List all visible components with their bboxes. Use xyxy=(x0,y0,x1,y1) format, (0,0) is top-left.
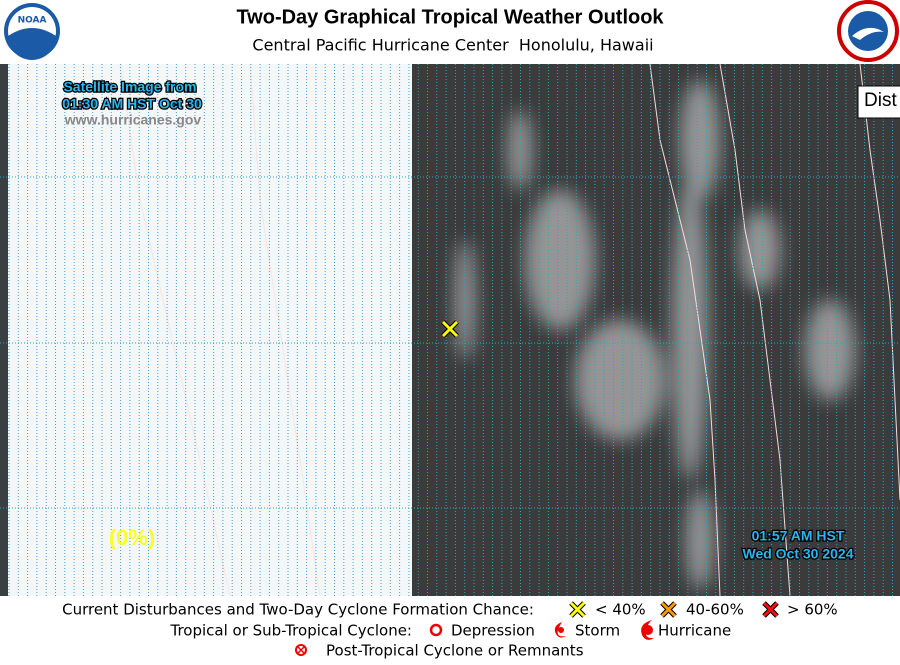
clouds xyxy=(455,80,855,590)
satellite-label: Satellite Image from xyxy=(63,79,196,95)
subtitle: Central Pacific Hurricane Center Honolul… xyxy=(252,36,653,55)
legend-text: Current Disturbances and Two-Day Cyclone… xyxy=(62,601,534,619)
noaa-logo-text: NOAA xyxy=(18,16,47,26)
legend-icon xyxy=(660,601,677,618)
legend-text: Depression xyxy=(451,622,535,640)
coastlines xyxy=(119,64,900,596)
legend-text: < 40% xyxy=(595,601,646,619)
no-data-area xyxy=(0,64,412,596)
label-box-text: Dist xyxy=(864,90,897,111)
legend-icon xyxy=(641,620,654,640)
title: Two-Day Graphical Tropical Weather Outlo… xyxy=(236,6,664,28)
legend-text: 40-60% xyxy=(686,601,744,619)
legend-text: Post-Tropical Cyclone or Remnants xyxy=(326,642,584,660)
legend-icon xyxy=(429,623,443,637)
timestamp: Wed Oct 30 2024 xyxy=(742,546,853,562)
legend-text: Storm xyxy=(575,622,620,640)
grid xyxy=(0,64,900,596)
nws-logo xyxy=(837,0,899,62)
noaa-logo: NOAA xyxy=(4,3,60,60)
legend-icon xyxy=(762,601,779,618)
timestamp: 01:57 AM HST xyxy=(752,528,845,544)
label-box xyxy=(857,85,900,119)
disturbance-marker xyxy=(441,320,459,338)
legend-text: Tropical or Sub-Tropical Cyclone: xyxy=(169,622,412,640)
legend-icon xyxy=(295,644,307,656)
legend-icon xyxy=(554,622,566,638)
legend-text: Hurricane xyxy=(658,622,731,640)
legend-icon xyxy=(569,601,586,618)
map: Dist xyxy=(0,64,900,596)
website: www.hurricanes.gov xyxy=(64,112,202,128)
satellite-label: 01:30 AM HST Oct 30 xyxy=(62,96,202,112)
area-chance: (0%) xyxy=(109,525,155,550)
legend-text: > 60% xyxy=(787,601,838,619)
